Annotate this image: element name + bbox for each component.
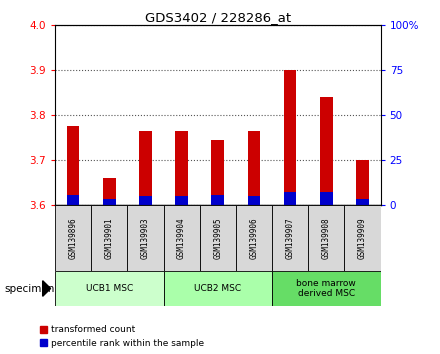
Bar	[212, 140, 224, 205]
Bar	[248, 196, 260, 205]
Text: bone marrow
derived MSC: bone marrow derived MSC	[297, 279, 356, 298]
Bar	[91, 205, 127, 271]
Bar	[103, 178, 116, 205]
Bar	[164, 271, 272, 306]
Bar	[67, 126, 80, 205]
Bar	[236, 205, 272, 271]
Bar	[212, 195, 224, 205]
Bar	[139, 196, 152, 205]
Bar	[308, 205, 345, 271]
Text: GSM139901: GSM139901	[105, 217, 114, 259]
Bar	[345, 205, 381, 271]
Bar	[127, 205, 164, 271]
Bar	[356, 160, 369, 205]
Text: GSM139906: GSM139906	[249, 217, 258, 259]
Bar	[103, 199, 116, 205]
Bar	[248, 131, 260, 205]
Text: GSM139908: GSM139908	[322, 217, 331, 259]
Legend: transformed count, percentile rank within the sample: transformed count, percentile rank withi…	[40, 325, 204, 348]
Bar	[272, 271, 381, 306]
Bar	[320, 192, 333, 205]
Bar	[175, 196, 188, 205]
Text: GSM139905: GSM139905	[213, 217, 222, 259]
Text: GSM139904: GSM139904	[177, 217, 186, 259]
Text: GSM139907: GSM139907	[286, 217, 295, 259]
Bar	[55, 271, 164, 306]
Text: specimen: specimen	[4, 284, 55, 293]
Bar	[200, 205, 236, 271]
Bar	[67, 195, 80, 205]
Bar	[164, 205, 200, 271]
Text: UCB2 MSC: UCB2 MSC	[194, 284, 242, 293]
Bar	[175, 131, 188, 205]
Text: GSM139896: GSM139896	[69, 217, 77, 259]
Text: UCB1 MSC: UCB1 MSC	[86, 284, 133, 293]
Bar	[55, 205, 91, 271]
Title: GDS3402 / 228286_at: GDS3402 / 228286_at	[145, 11, 291, 24]
Text: GSM139909: GSM139909	[358, 217, 367, 259]
Bar	[284, 192, 297, 205]
Bar	[284, 70, 297, 205]
Bar	[356, 199, 369, 205]
Bar	[139, 131, 152, 205]
Bar	[320, 97, 333, 205]
Text: GSM139903: GSM139903	[141, 217, 150, 259]
Bar	[272, 205, 308, 271]
